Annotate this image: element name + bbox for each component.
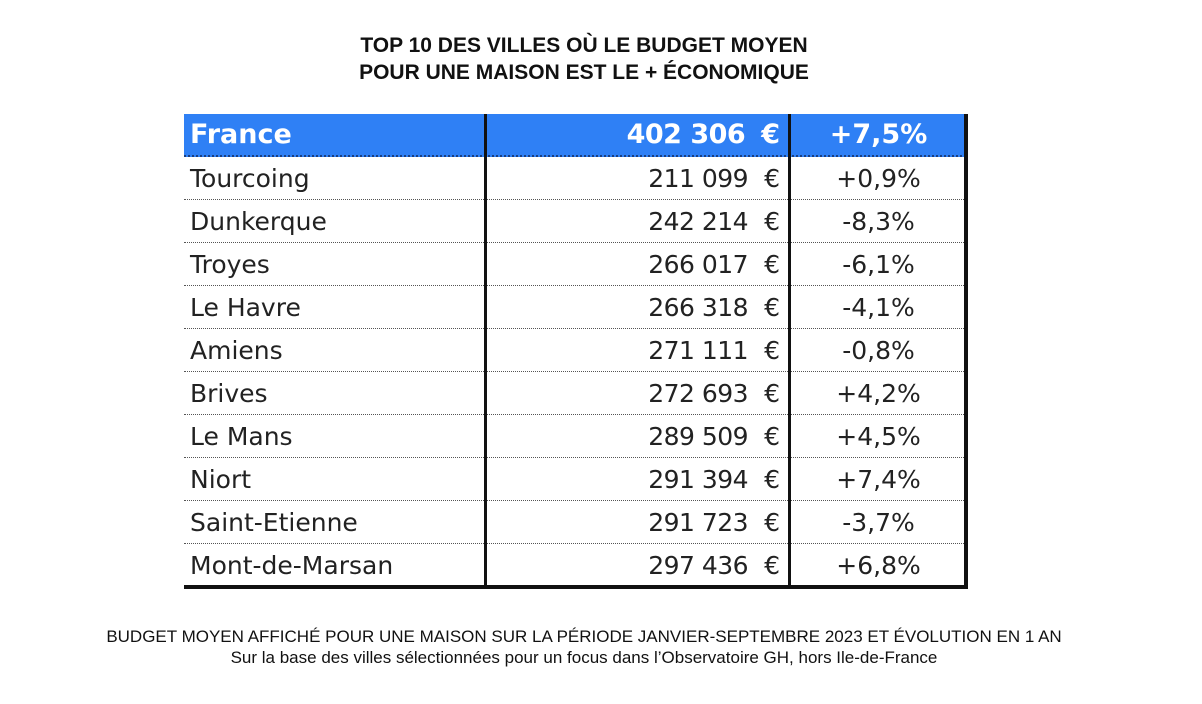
price-value: 272 693 — [648, 378, 749, 408]
column-divider-2 — [788, 114, 791, 586]
currency-symbol: € — [764, 163, 780, 193]
table-row: Amiens 271 111 € -0,8% — [184, 329, 966, 372]
price-value: 211 099 — [648, 163, 749, 193]
price-value: 266 318 — [648, 292, 749, 322]
evolution-cell: +4,2% — [836, 378, 921, 408]
currency-symbol: € — [764, 507, 780, 537]
currency-symbol: € — [764, 421, 780, 451]
currency-symbol: € — [764, 464, 780, 494]
price-value: 297 436 — [648, 550, 749, 580]
table-row: Brives 272 693 € +4,2% — [184, 372, 966, 415]
table-row: Saint-Etienne 291 723 € -3,7% — [184, 501, 966, 544]
chart-footer: BUDGET MOYEN AFFICHÉ POUR UNE MAISON SUR… — [0, 626, 1168, 668]
city-cell: Amiens — [190, 335, 283, 365]
header-currency-symbol: € — [761, 119, 780, 150]
currency-symbol: € — [764, 378, 780, 408]
city-cell: Le Mans — [190, 421, 293, 451]
price-cell: 211 099 € — [488, 157, 780, 199]
footer-line-2: Sur la base des villes sélectionnées pou… — [230, 648, 938, 667]
evolution-cell: -4,1% — [842, 292, 915, 322]
price-cell: 272 693 € — [488, 372, 780, 414]
evolution-cell: +7,4% — [836, 464, 921, 494]
city-cell: Le Havre — [190, 292, 301, 322]
price-value: 242 214 — [648, 206, 749, 236]
footer-line-1: BUDGET MOYEN AFFICHÉ POUR UNE MAISON SUR… — [106, 627, 1062, 646]
title-line-2: POUR UNE MAISON EST LE + ÉCONOMIQUE — [359, 61, 809, 84]
currency-symbol: € — [764, 206, 780, 236]
table-right-border — [964, 114, 968, 586]
price-value: 289 509 — [648, 421, 749, 451]
table-row: Tourcoing 211 099 € +0,9% — [184, 157, 966, 200]
evolution-cell: -0,8% — [842, 335, 915, 365]
table-row: Le Mans 289 509 € +4,5% — [184, 415, 966, 458]
price-value: 266 017 — [648, 249, 749, 279]
evolution-cell: +6,8% — [836, 550, 921, 580]
price-cell: 297 436 € — [488, 544, 780, 586]
price-cell: 242 214 € — [488, 200, 780, 242]
price-cell: 289 509 € — [488, 415, 780, 457]
evolution-cell: +0,9% — [836, 163, 921, 193]
price-value: 291 723 — [648, 507, 749, 537]
currency-symbol: € — [764, 335, 780, 365]
price-value: 291 394 — [648, 464, 749, 494]
city-cell: Brives — [190, 378, 268, 408]
city-cell: Tourcoing — [190, 163, 310, 193]
table-row: Dunkerque 242 214 € -8,3% — [184, 200, 966, 243]
chart-title: TOP 10 DES VILLES OÙ LE BUDGET MOYEN POU… — [0, 32, 1168, 86]
evolution-cell: -6,1% — [842, 249, 915, 279]
header-evolution-cell: +7,5% — [829, 119, 928, 150]
currency-symbol: € — [764, 292, 780, 322]
table-row: Niort 291 394 € +7,4% — [184, 458, 966, 501]
city-cell: Niort — [190, 464, 252, 494]
column-divider-1 — [484, 114, 487, 586]
table-row: Troyes 266 017 € -6,1% — [184, 243, 966, 286]
city-cell: Mont-de-Marsan — [190, 550, 394, 580]
price-cell: 291 394 € — [488, 458, 780, 500]
price-value: 271 111 — [648, 335, 749, 365]
price-cell: 291 723 € — [488, 501, 780, 543]
currency-symbol: € — [764, 550, 780, 580]
city-cell: Troyes — [190, 249, 270, 279]
table-row: Le Havre 266 318 € -4,1% — [184, 286, 966, 329]
price-table: France 402 306 € +7,5% Tourcoing 211 099 €… — [184, 114, 968, 589]
price-cell: 266 318 € — [488, 286, 780, 328]
header-price-cell: 402 306 € — [488, 114, 780, 155]
header-city-cell: France — [190, 119, 292, 150]
price-cell: 266 017 € — [488, 243, 780, 285]
currency-symbol: € — [764, 249, 780, 279]
evolution-cell: -3,7% — [842, 507, 915, 537]
evolution-cell: -8,3% — [842, 206, 915, 236]
table-header-row: France 402 306 € +7,5% — [184, 114, 966, 157]
title-line-1: TOP 10 DES VILLES OÙ LE BUDGET MOYEN — [360, 34, 808, 57]
table-row: Mont-de-Marsan 297 436 € +6,8% — [184, 544, 966, 587]
table-bottom-border — [184, 585, 968, 589]
price-cell: 271 111 € — [488, 329, 780, 371]
header-price-value: 402 306 — [626, 119, 746, 150]
city-cell: Saint-Etienne — [190, 507, 358, 537]
city-cell: Dunkerque — [190, 206, 327, 236]
evolution-cell: +4,5% — [836, 421, 921, 451]
